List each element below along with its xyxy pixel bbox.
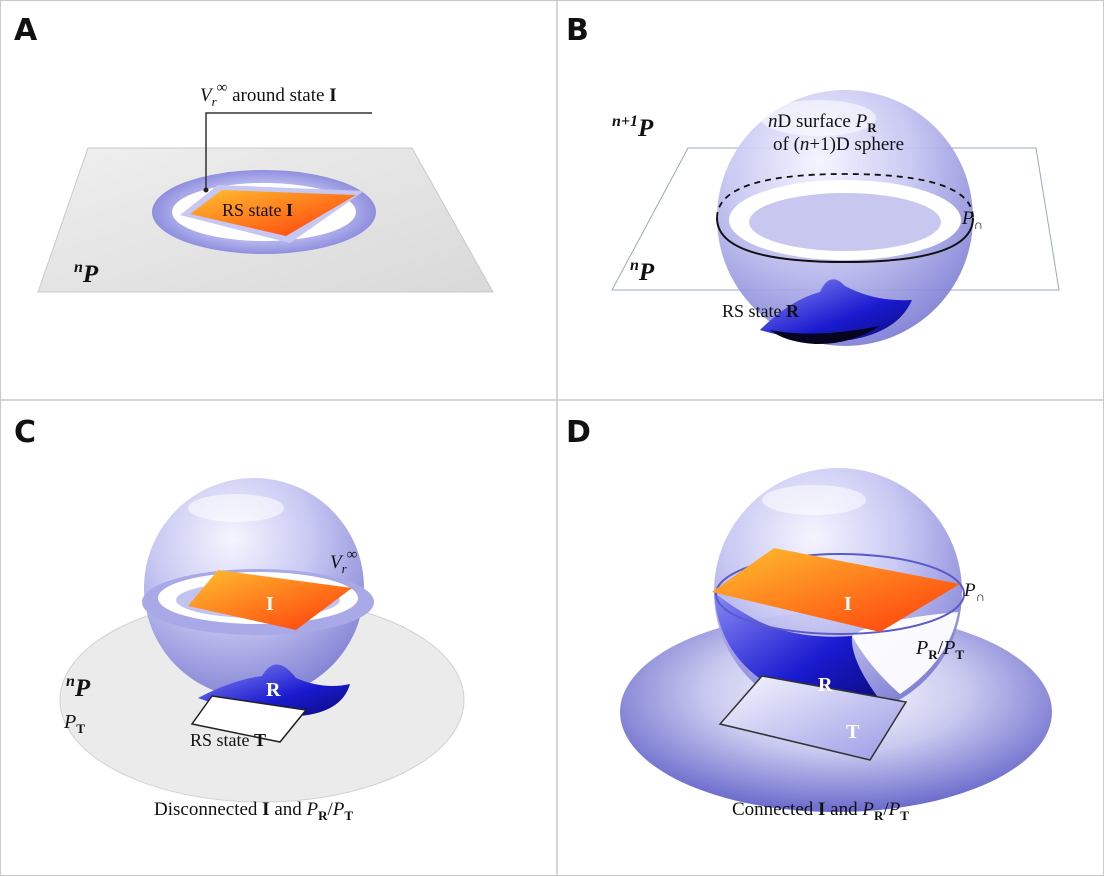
rs-state-r-shadow <box>770 326 880 345</box>
rs-state-r-label: RS state R <box>722 301 800 321</box>
pr-pt-label-d: PR/PT <box>915 637 964 662</box>
state-r-label-c: R <box>266 679 281 701</box>
plane-np-label: nP <box>74 259 99 288</box>
state-i-square-c <box>188 570 352 630</box>
rs-state-square <box>190 190 356 236</box>
state-t-square-c <box>190 695 308 743</box>
state-t-square-d <box>718 675 908 761</box>
equator-back <box>716 173 974 219</box>
state-t-label-d: T <box>846 721 860 743</box>
panel-a-letter: A <box>14 13 38 48</box>
vr-label-c: Vr∞ <box>330 547 357 576</box>
vr-leader <box>205 112 372 190</box>
plane-np-label-b: nP <box>630 257 655 286</box>
state-r-label-d: R <box>818 674 833 696</box>
pt-label-c: PT <box>63 711 85 736</box>
panel-d-letter: D <box>566 415 591 450</box>
panel-a: A Vr∞ around state I RS state I nP <box>14 13 494 293</box>
blue-shell-d <box>714 592 880 708</box>
panel-b: B n+1P nD surface PR of (n+1)D sphere P∩… <box>566 13 1060 346</box>
leader-dot <box>203 187 209 193</box>
equator-front <box>716 217 974 264</box>
sphere-c-highlight <box>188 494 284 522</box>
vr-label: Vr∞ around state I <box>200 80 337 109</box>
state-i-label-d: I <box>844 593 852 615</box>
caption-d: Connected I and PR/PT <box>732 799 909 823</box>
rs-state-r-sheet <box>760 279 912 341</box>
rs-state-label: RS state I <box>222 200 293 220</box>
panel-b-letter: B <box>566 13 589 48</box>
plane-np-label-c: nP <box>66 673 91 702</box>
p-cap-ring-d <box>715 553 965 635</box>
rs-state-t-label: RS state T <box>190 730 266 750</box>
caption-c: Disconnected I and PR/PT <box>154 799 353 823</box>
surface-label-line2: of (n+1)D sphere <box>773 134 904 155</box>
p-cap-label: P∩ <box>961 208 983 232</box>
p-cap-label-d: P∩ <box>963 580 985 604</box>
panel-c: C Vr∞ I R nP PT RS state T Disconnected … <box>14 415 465 823</box>
surface-label-line1: nD surface PR <box>768 111 877 135</box>
panel-d: D I R T P∩ PR/PT Connected I and PR/PT <box>566 415 1052 823</box>
space-n1p-label: n+1P <box>612 113 654 142</box>
sphere-highlight <box>760 100 876 136</box>
state-i-label-c: I <box>266 593 274 615</box>
state-i-square-d <box>712 548 960 632</box>
p-cap-ring-inner <box>749 193 941 251</box>
sphere-d-highlight <box>762 485 866 515</box>
panel-c-letter: C <box>14 415 36 450</box>
